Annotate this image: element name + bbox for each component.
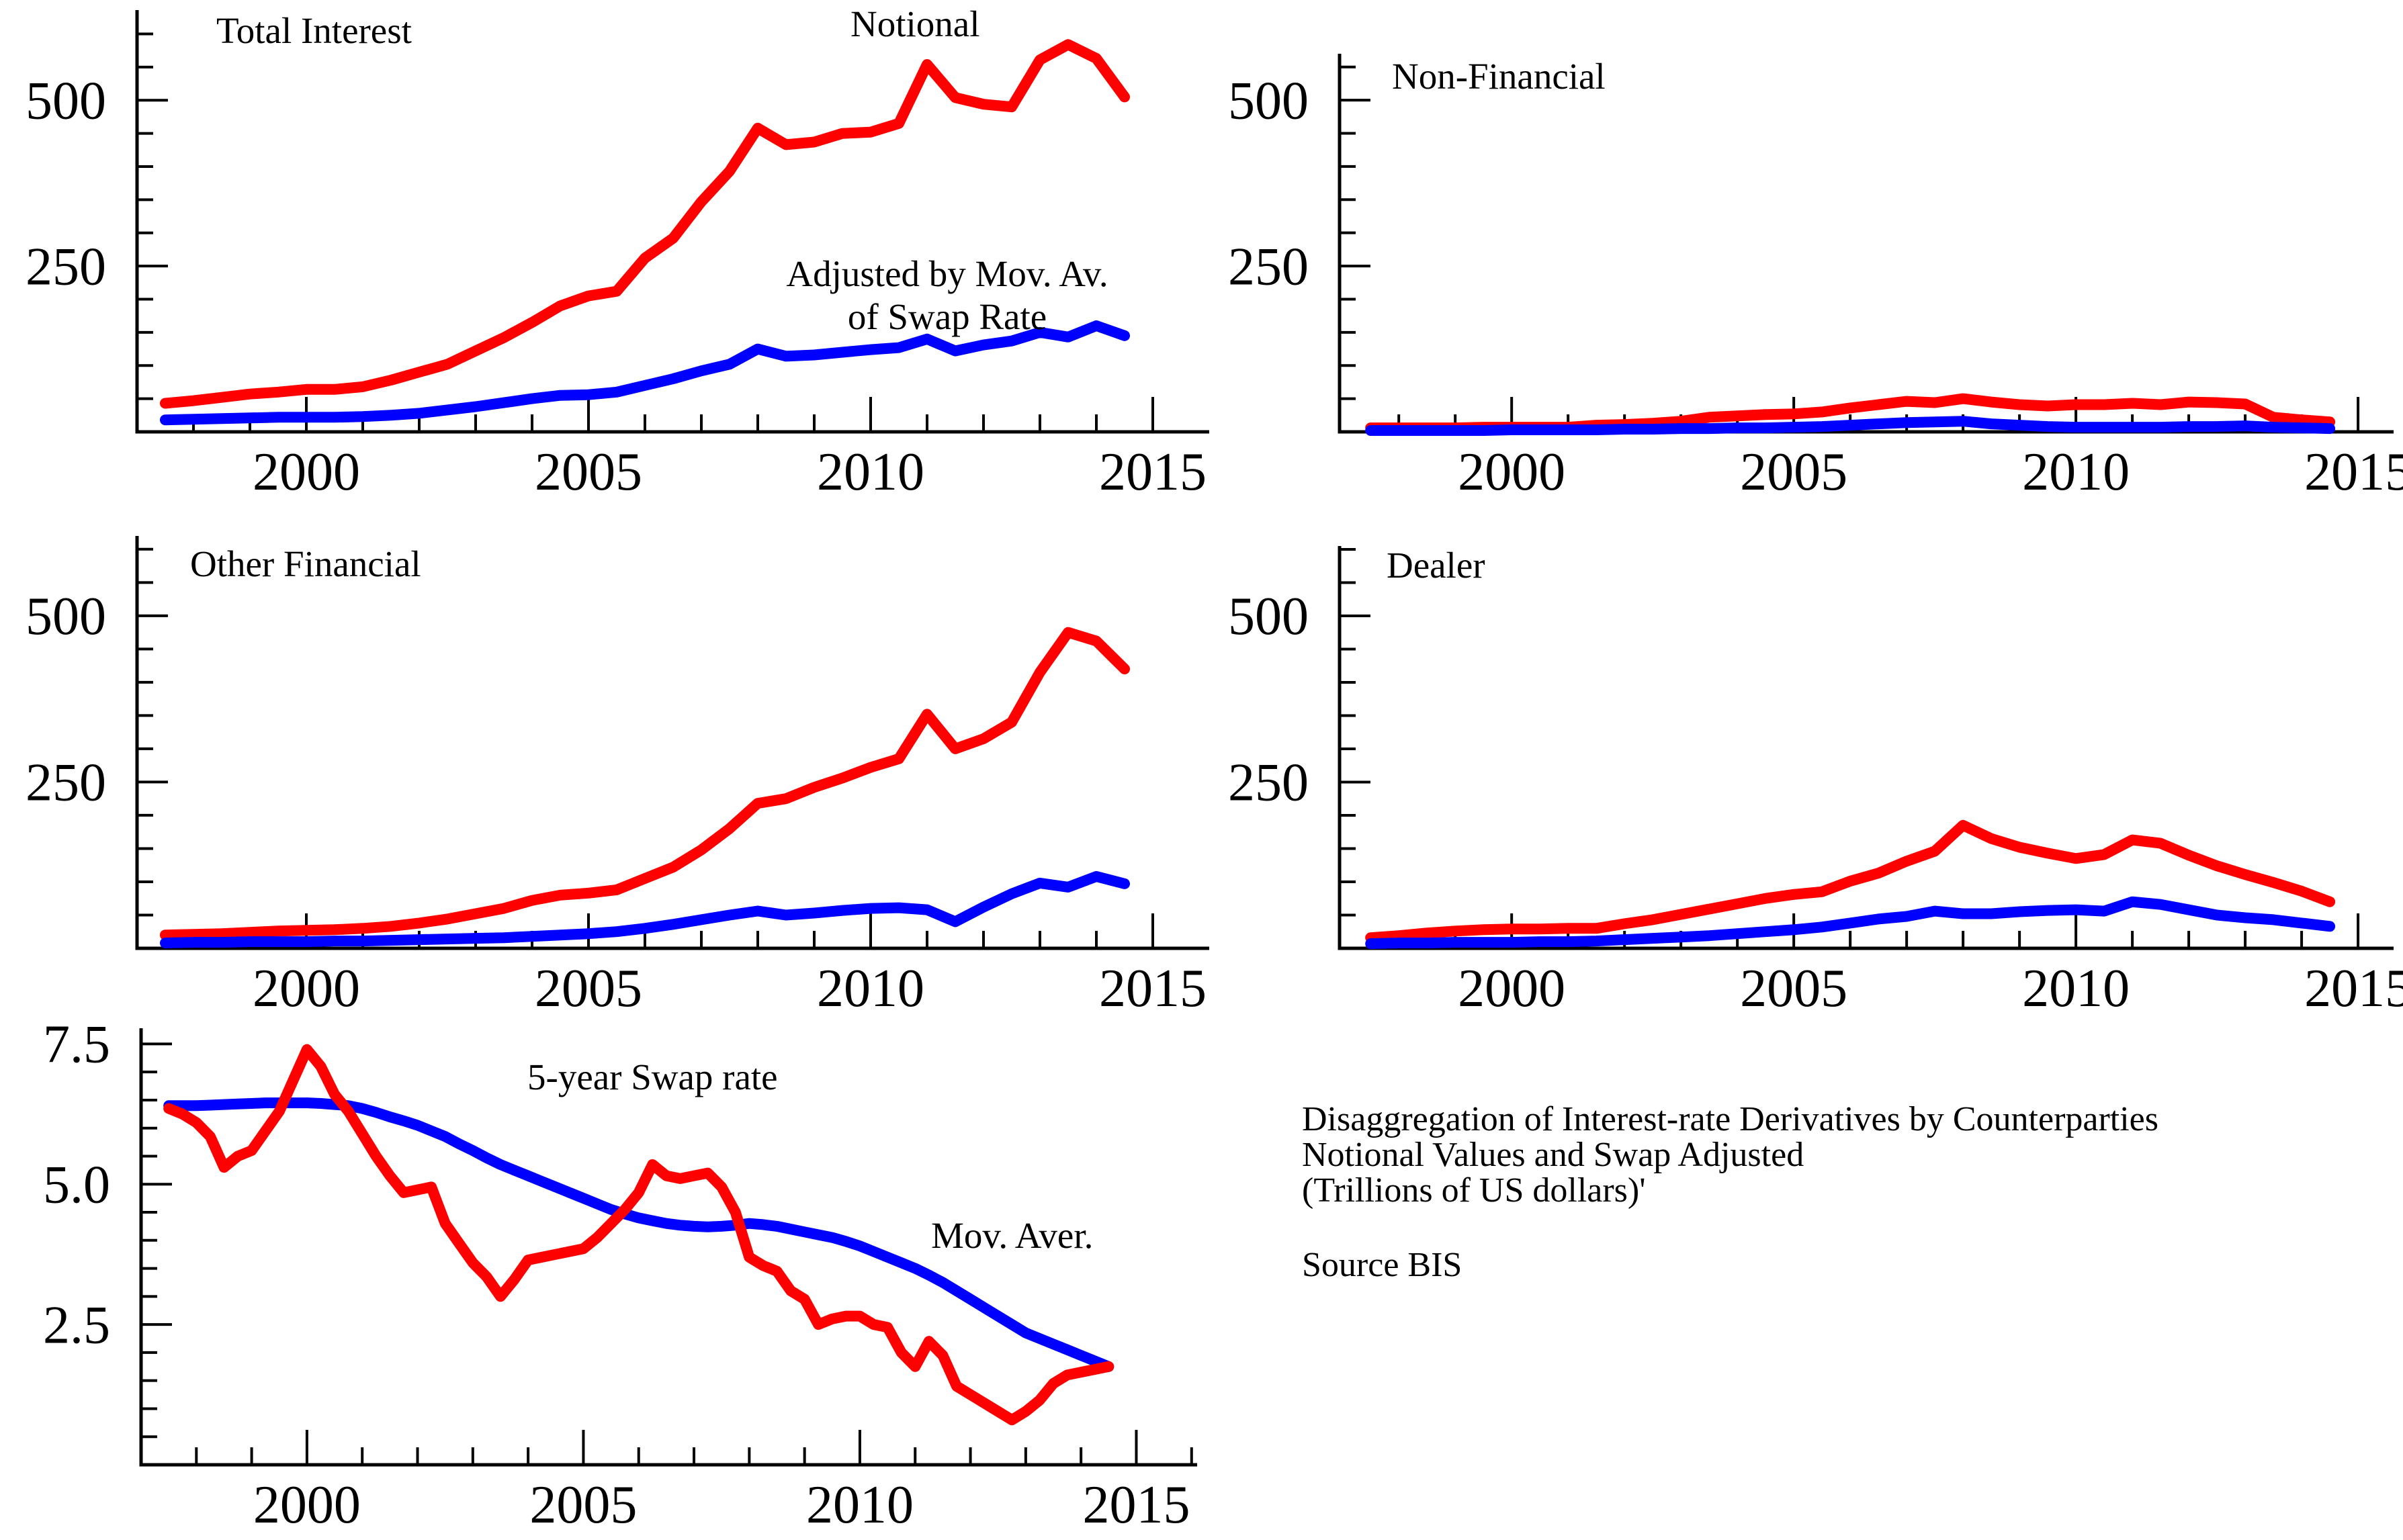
y-tick-label: 5.0 [43,1155,110,1214]
series-line-red [160,627,1130,941]
x-tick-label: 2015 [1099,959,1207,1018]
figure-caption: Disaggregation of Interest-rate Derivati… [1302,1101,2158,1283]
x-tick-label: 2010 [817,959,924,1018]
series-label-adjusted: Adjusted by Mov. Av. of Swap Rate [773,253,1122,338]
x-tick-label: 2015 [1082,1476,1190,1535]
series-line-red [1365,819,2336,944]
x-tick-label: 2000 [253,443,360,502]
x-tick-label: 2005 [1740,959,1847,1018]
axis-spines [139,1028,1197,1467]
axis-spines [1338,54,2394,434]
x-tick-label: 2010 [2022,959,2130,1018]
x-tick-label: 2010 [2022,443,2130,502]
axis-spines [1338,546,2394,950]
x-tick-label: 2005 [535,443,642,502]
caption-line-1: Disaggregation of Interest-rate Derivati… [1302,1100,2158,1138]
chart-other-financial: 250 500 2000 2005 2010 2015 [26,536,1209,1018]
x-tick-label: 2015 [2304,443,2403,502]
x-tick-label: 2000 [1458,959,1565,1018]
series-line-red [163,1044,1115,1426]
axis-spines [135,536,1209,950]
y-tick-label: 250 [1228,237,1309,296]
x-tick-label: 2000 [253,959,360,1018]
x-tick-label: 2005 [535,959,642,1018]
y-tick-label: 500 [1228,71,1309,130]
y-tick-label: 7.5 [43,1015,110,1075]
axis-spines [135,10,1209,434]
y-tick-label: 250 [26,237,106,296]
series-line-blue [1365,416,2336,436]
chart-non-financial: 250 500 2000 2005 2010 2015 [1228,54,2403,502]
x-tick-label: 2005 [1740,443,1847,502]
chart-title-dealer: Dealer [1387,545,1485,586]
y-tick-label: 2.5 [43,1296,110,1355]
series-line-red [160,39,1130,409]
x-tick-label: 2005 [529,1476,637,1535]
x-tick-label: 2010 [817,443,924,502]
y-tick-label: 500 [26,587,106,646]
caption-line-3: (Trillions of US dollars)' [1302,1171,1646,1210]
chart-total-interest: 250 500 2000 2005 2010 2015 [26,10,1209,502]
series-line-blue [160,320,1130,426]
series-line-blue [163,1097,1115,1372]
x-tick-label: 2000 [253,1476,361,1535]
x-tick-label: 2010 [806,1476,914,1535]
series-label-notional: Notional [850,3,980,44]
x-tick-label: 2000 [1458,443,1565,502]
y-tick-label: 250 [26,754,106,813]
chart-swap-rate: 2.5 5.0 7.5 2000 2005 2010 2015 [43,1015,1197,1535]
chart-title-other-financial: Other Financial [190,543,421,584]
chart-dealer: 250 500 2000 2005 2010 2015 [1228,546,2403,1018]
y-tick-label: 250 [1228,754,1309,813]
y-tick-label: 500 [1228,587,1309,646]
series-line-blue [160,871,1130,949]
chart-title-non-financial: Non-Financial [1392,56,1606,97]
series-label-adjusted-line1: Adjusted by Mov. Av. [786,253,1108,294]
series-label-adjusted-line2: of Swap Rate [847,296,1047,337]
x-tick-label: 2015 [2304,959,2403,1018]
source-note: Source BIS [1302,1246,1462,1284]
series-label-moving-average: Mov. Aver. [931,1215,1094,1256]
caption-line-2: Notional Values and Swap Adjusted [1302,1136,1804,1174]
series-label-swap-rate: 5-year Swap rate [527,1056,778,1097]
series-line-blue [1365,896,2336,950]
chart-title-total-interest: Total Interest [216,10,412,51]
x-tick-label: 2015 [1099,443,1207,502]
y-tick-label: 500 [26,71,106,130]
